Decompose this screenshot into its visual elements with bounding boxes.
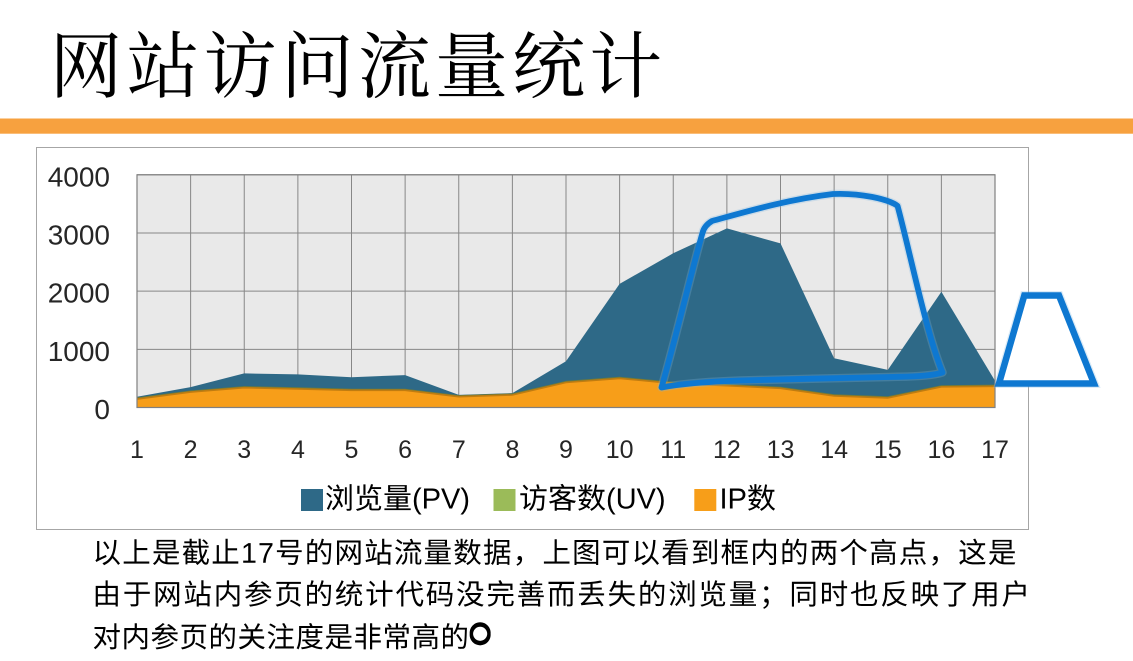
svg-text:2: 2 (184, 436, 198, 464)
svg-text:1000: 1000 (48, 336, 110, 367)
svg-text:2000: 2000 (48, 278, 110, 309)
svg-text:8: 8 (505, 436, 519, 464)
svg-text:1: 1 (130, 436, 144, 464)
svg-text:10: 10 (606, 436, 634, 464)
svg-text:4000: 4000 (48, 161, 110, 192)
svg-text:5: 5 (345, 436, 359, 464)
svg-text:14: 14 (820, 436, 848, 464)
svg-text:13: 13 (767, 436, 795, 464)
svg-text:0: 0 (94, 394, 110, 425)
svg-text:15: 15 (874, 436, 902, 464)
svg-text:3000: 3000 (48, 220, 110, 251)
svg-text:9: 9 (559, 436, 573, 464)
svg-text:3: 3 (237, 436, 251, 464)
svg-text:6: 6 (398, 436, 412, 464)
svg-text:17: 17 (981, 436, 1009, 464)
svg-text:4: 4 (291, 436, 305, 464)
svg-text:11: 11 (660, 436, 686, 464)
svg-text:12: 12 (713, 436, 741, 464)
svg-text:16: 16 (927, 436, 955, 464)
svg-text:7: 7 (452, 436, 466, 464)
